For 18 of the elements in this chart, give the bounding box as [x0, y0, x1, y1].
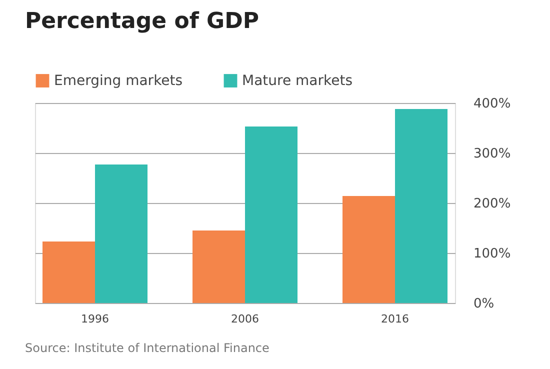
x-tick-label: 1996 — [81, 312, 109, 326]
chart-title: Percentage of GDP — [25, 9, 259, 34]
bar — [395, 109, 448, 303]
y-tick-label: 200% — [474, 196, 511, 212]
x-tick-label: 2016 — [381, 312, 409, 326]
bar — [342, 196, 395, 303]
x-tick-label: 2006 — [231, 312, 259, 326]
bar — [192, 230, 245, 303]
y-tick-label: 0% — [474, 296, 494, 312]
legend-label: Emerging markets — [54, 72, 183, 89]
y-tick-label: 300% — [474, 146, 511, 162]
y-tick-label: 100% — [474, 246, 511, 262]
bar — [245, 126, 298, 303]
source-note: Source: Institute of International Finance — [25, 341, 270, 355]
bar — [42, 242, 95, 303]
bar — [95, 164, 148, 303]
y-tick-label: 400% — [474, 96, 511, 112]
legend-label: Mature markets — [242, 72, 353, 89]
